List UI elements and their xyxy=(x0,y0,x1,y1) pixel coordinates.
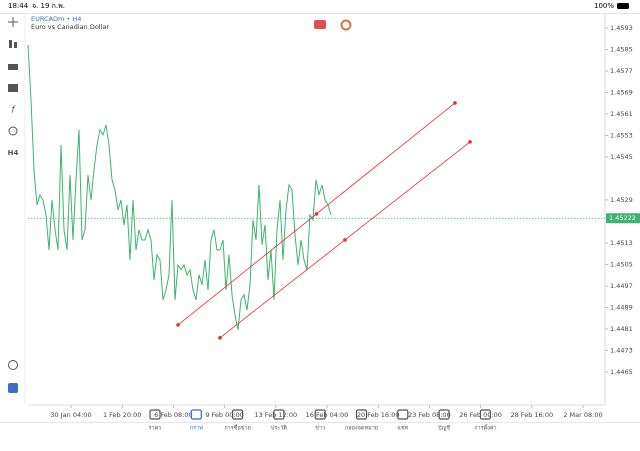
y-tick-label: 1.4585 xyxy=(610,45,633,53)
tab-label[interactable]: การซื้อขาย xyxy=(224,424,250,432)
trend-point xyxy=(176,323,180,327)
tab-icon[interactable] xyxy=(397,409,409,420)
x-tick-label: 13 Feb 12:00 xyxy=(254,411,297,419)
tab-label[interactable]: การตั้งค่า xyxy=(474,424,496,432)
tab-icon[interactable] xyxy=(149,409,161,420)
tab-icon[interactable] xyxy=(314,409,326,420)
trade-button[interactable] xyxy=(314,20,326,29)
tab-label[interactable]: ราคา xyxy=(149,426,162,432)
indicators-tool[interactable] xyxy=(8,64,18,70)
y-tick-label: 1.4497 xyxy=(610,282,633,290)
current-price-label: 1.45222 xyxy=(609,214,636,222)
current-price-box xyxy=(606,213,640,224)
tab-label[interactable]: บัญชี xyxy=(438,425,450,432)
price-line xyxy=(27,44,332,330)
crosshair-tool[interactable] xyxy=(8,17,18,27)
tab-label[interactable]: กราฟ xyxy=(190,425,203,432)
chart-type-tool[interactable] xyxy=(9,40,12,48)
y-tick-label: 1.4569 xyxy=(610,88,633,96)
tab-label[interactable]: ข่าว xyxy=(315,426,325,432)
logo xyxy=(8,383,18,393)
y-tick-label: 1.4513 xyxy=(610,239,633,247)
trend-point xyxy=(218,336,222,340)
status-time: 18:44 xyxy=(8,2,29,10)
search-tool[interactable] xyxy=(8,360,18,370)
y-tick-label: 1.4553 xyxy=(610,131,633,139)
y-tick-label: 1.4505 xyxy=(610,260,633,268)
battery-icon xyxy=(617,3,629,9)
tab-icon[interactable] xyxy=(273,409,285,420)
top-border xyxy=(0,13,640,14)
left-toolbar: f H4 xyxy=(8,17,19,393)
x-tick-label: 2 Mar 08:00 xyxy=(563,411,602,419)
x-tick-label: 16 Feb 04:00 xyxy=(306,411,349,419)
y-tick-label: 1.4473 xyxy=(610,346,633,354)
tab-label[interactable]: แชท xyxy=(397,425,408,432)
y-tick-label: 1.4465 xyxy=(610,368,633,376)
tabbar-border xyxy=(0,422,640,423)
y-tick-label: 1.4593 xyxy=(610,24,633,32)
status-date: จ. 19 ก.พ. xyxy=(32,2,65,10)
trend-mid-point xyxy=(314,212,319,216)
tab-icon[interactable] xyxy=(438,409,450,420)
trend-point xyxy=(468,140,472,144)
settings-tool[interactable] xyxy=(8,84,18,92)
symbol-name: EURCADm • H4 xyxy=(31,15,81,23)
timeframe-tool[interactable]: H4 xyxy=(8,149,19,157)
x-tick-label: 6 Feb 08:00 xyxy=(154,411,193,419)
objects-tool[interactable] xyxy=(8,126,18,136)
x-tick-label: 20 Feb 16:00 xyxy=(357,411,400,419)
y-tick-label: 1.4561 xyxy=(610,110,633,118)
y-tick-label: 1.4545 xyxy=(610,153,633,161)
tab-icon[interactable] xyxy=(479,409,491,420)
tab-icon[interactable] xyxy=(355,409,368,420)
x-tick-label: 1 Feb 20:00 xyxy=(103,411,142,419)
x-tick-label: 23 Feb 08:00 xyxy=(408,411,451,419)
tab-label[interactable]: ประวัติ xyxy=(271,425,287,432)
y-tick-label: 1.4529 xyxy=(610,196,633,204)
trend-point xyxy=(453,101,457,105)
x-tick-label: 30 Jan 04:00 xyxy=(50,411,91,419)
y-tick-label: 1.4481 xyxy=(610,325,633,333)
y-tick-label: 1.4577 xyxy=(610,67,633,75)
x-tick-label: 9 Feb 00:00 xyxy=(205,411,244,419)
symbol-description: Euro vs Canadian Dollar xyxy=(31,23,109,31)
x-tick-label: 28 Feb 16:00 xyxy=(510,411,553,419)
chart-mode-button[interactable] xyxy=(340,19,352,31)
function-tool[interactable]: f xyxy=(11,106,16,116)
trend-mid-point xyxy=(343,238,347,242)
tab-icon[interactable] xyxy=(190,409,202,420)
y-tick-label: 1.4489 xyxy=(610,303,633,311)
status-battery: 100% xyxy=(594,2,614,10)
tab-icon[interactable] xyxy=(232,409,244,420)
tab-label[interactable]: กล่องจดหมาย xyxy=(345,426,378,432)
